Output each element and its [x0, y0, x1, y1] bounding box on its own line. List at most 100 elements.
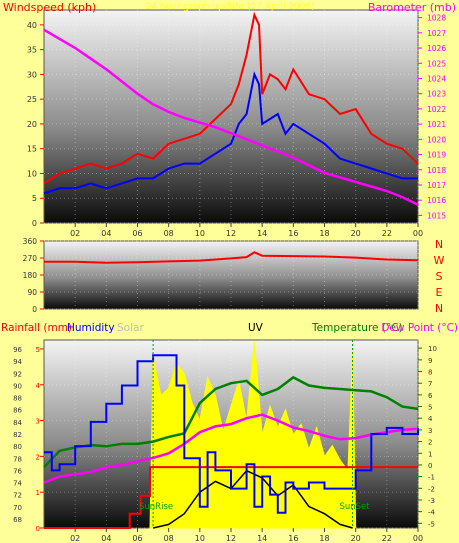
x-tick-label: 02 — [70, 534, 80, 543]
y2-tick-label: 1025 — [427, 59, 446, 68]
direction-grid — [44, 240, 419, 310]
humidity-tick-label: 86 — [13, 407, 22, 415]
temp-tick-label: 6 — [428, 392, 433, 400]
temp-tick-label: -3 — [428, 497, 435, 505]
y-tick-label: 0 — [32, 305, 37, 314]
y2-tick-label: 1021 — [427, 120, 446, 129]
x-tick-label: 12 — [226, 534, 236, 543]
y-tick-label: 15 — [27, 145, 37, 154]
barometer-axis-label: Barometer (mb) — [368, 1, 456, 14]
humidity-tick-label: 82 — [13, 431, 22, 439]
direction-line — [44, 251, 419, 264]
y2-tick-label: 1027 — [427, 29, 446, 38]
y2-tick-label: 1023 — [427, 90, 446, 99]
x-tick-label: 16 — [288, 534, 298, 543]
x-tick-label: 18 — [319, 534, 329, 543]
y2-tick-label: 1022 — [427, 105, 446, 114]
y2-tick-label: 1024 — [427, 74, 446, 83]
x-tick-label: 16 — [288, 229, 298, 238]
compass-label: E — [436, 286, 443, 299]
y2-tick-label: 1020 — [427, 135, 446, 144]
humidity-tick-label: 94 — [13, 358, 22, 366]
temp-tick-label: 1 — [428, 450, 432, 458]
temperature-axis-label: Temperature (°C) — [311, 322, 403, 334]
wind-x-ticks: 02 04 06 08 10 12 14 16 18 20 22 00 — [70, 223, 423, 238]
temp-tick-label: -4 — [428, 509, 436, 517]
temp-tick-label: 0 — [428, 462, 432, 470]
x-tick-label: 04 — [101, 229, 111, 238]
humidity-tick-label: 88 — [13, 395, 22, 403]
y-tick-label: 90 — [27, 288, 37, 297]
temp-tick-label: 5 — [428, 404, 432, 412]
temp-tick-label: 2 — [428, 439, 432, 447]
direction-series — [44, 251, 419, 264]
rainfall-axis-label: Rainfall (mm) — [1, 322, 72, 334]
temperature-line — [43, 375, 419, 469]
solar-area — [149, 341, 357, 529]
humidity-tick-label: 84 — [13, 419, 22, 427]
uv-axis-label: UV — [248, 322, 264, 334]
dewpoint-axis-label: Dew Point (°C) — [381, 322, 458, 334]
y2-tick-label: 1028 — [427, 14, 446, 23]
x-tick-label: 10 — [195, 534, 205, 543]
x-tick-label: 22 — [382, 534, 392, 543]
compass-label: N — [435, 302, 443, 315]
x-tick-label: 18 — [319, 229, 329, 238]
temp-tick-label: 7 — [428, 380, 432, 388]
x-tick-label: 00 — [413, 229, 423, 238]
x-tick-label: 06 — [132, 534, 142, 543]
y2-tick-label: 1016 — [427, 196, 446, 205]
x-tick-label: 12 — [226, 229, 236, 238]
humidity-tick-label: 76 — [13, 467, 22, 475]
temp-tick-label: -2 — [428, 485, 435, 493]
y-tick-label: 25 — [27, 95, 37, 104]
y-tick-label: 35 — [27, 46, 37, 55]
y-tick-label: 20 — [27, 120, 37, 129]
chart-title: 24 hour graph update (07 April 2009) — [145, 2, 314, 12]
y2-tick-label: 1019 — [427, 151, 446, 160]
x-tick-label: 20 — [351, 534, 361, 543]
compass-label: N — [435, 238, 443, 251]
temp-tick-label: -1 — [428, 474, 435, 482]
y-tick-label: 180 — [23, 271, 38, 280]
y2-tick-label: 1017 — [427, 181, 446, 190]
solar-axis-label: Solar — [117, 322, 144, 334]
humidity-tick-label: 74 — [13, 480, 22, 488]
y-tick-label: 0 — [32, 219, 37, 228]
y-tick-label: 270 — [23, 254, 38, 263]
x-tick-label: 06 — [132, 229, 142, 238]
wind-y-ticks: 0 5 10 15 20 25 30 35 40 — [27, 21, 44, 228]
humidity-tick-label: 92 — [13, 370, 22, 378]
windspeed-axis-label: Windspeed (kph) — [3, 1, 96, 14]
humidity-tick-label: 68 — [13, 516, 22, 524]
x-tick-label: 00 — [413, 534, 423, 543]
rainfall-line — [44, 466, 418, 529]
compass-label: S — [436, 270, 443, 283]
direction-plot-area — [43, 240, 419, 310]
x-tick-label: 10 — [195, 229, 205, 238]
rain-series: SunRise SunSet — [43, 340, 419, 529]
temp-tick-label: 8 — [428, 369, 432, 377]
x-tick-label: 04 — [101, 534, 111, 543]
rain-tick-label: 2 — [36, 453, 40, 461]
x-tick-label: 22 — [382, 229, 392, 238]
x-tick-label: 08 — [164, 229, 174, 238]
barometer-y-ticks: 1015 1016 1017 1018 1019 1020 1021 1022 1023 1024… — [418, 14, 446, 220]
gust-line — [43, 71, 418, 195]
wind-series — [43, 11, 419, 206]
sunset-label: SunSet — [339, 502, 370, 512]
dewpoint-line — [43, 413, 419, 484]
y2-tick-label: 1015 — [427, 211, 446, 220]
humidity-line — [44, 354, 419, 514]
x-tick-label: 14 — [257, 534, 267, 543]
wind-plot-area — [43, 9, 419, 224]
humidity-tick-label: 90 — [13, 382, 22, 390]
humidity-tick-label: 80 — [13, 443, 22, 451]
x-tick-label: 20 — [351, 229, 361, 238]
y-tick-label: 10 — [27, 169, 37, 178]
direction-y-ticks: 0 90 180 270 360 — [23, 237, 44, 314]
y-tick-label: 360 — [23, 237, 38, 246]
